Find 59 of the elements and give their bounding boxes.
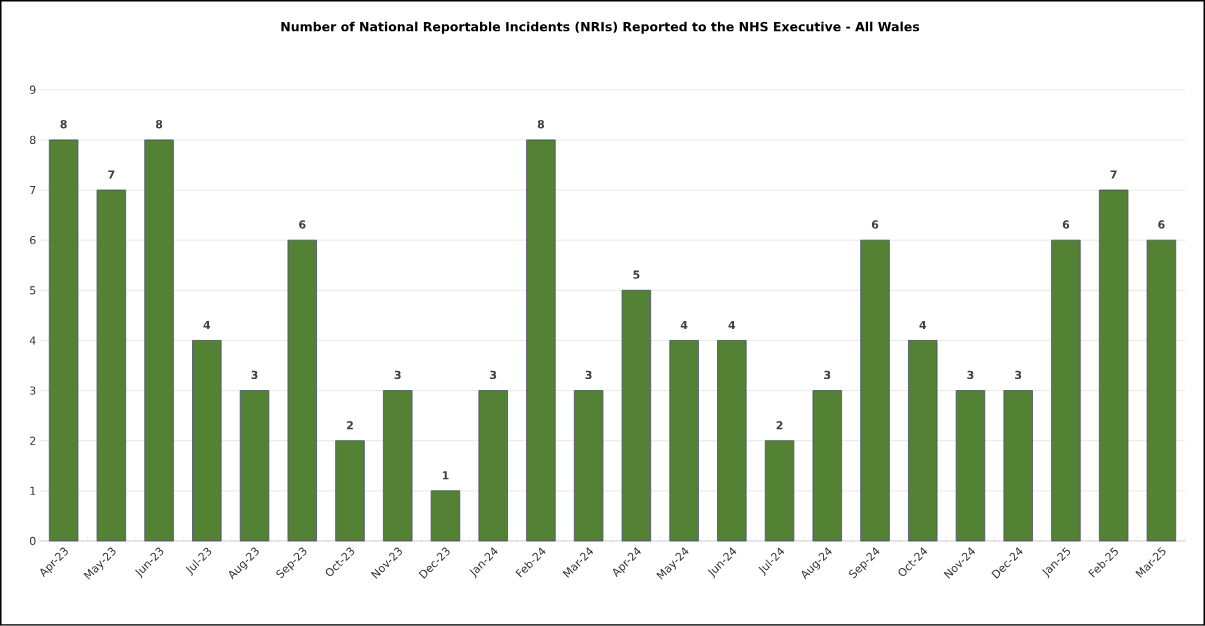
y-tick-label: 2 <box>30 436 36 445</box>
bar <box>764 440 795 542</box>
y-tick-label: 1 <box>30 486 36 495</box>
data-label: 1 <box>442 471 449 480</box>
data-label: 2 <box>347 421 353 430</box>
y-tick-label: 3 <box>30 386 36 395</box>
bar <box>144 139 174 542</box>
y-tick-label: 5 <box>30 286 36 295</box>
y-tick-label: 0 <box>29 536 36 546</box>
data-label: 3 <box>490 370 497 380</box>
data-label: 8 <box>155 120 163 129</box>
bar <box>573 390 604 542</box>
bar <box>96 189 127 542</box>
chart-title: Number of National Reportable Incidents (NRIs) Reported to the NHS Executive - All Wales <box>281 21 920 34</box>
data-label: 3 <box>394 370 401 380</box>
y-tick-label: 7 <box>30 186 36 195</box>
bar <box>335 440 365 542</box>
bar <box>860 239 890 542</box>
data-label: 5 <box>633 270 640 279</box>
y-tick-label: 9 <box>29 85 36 95</box>
data-label: 3 <box>585 370 592 380</box>
bar <box>908 340 938 542</box>
y-tick-label: 8 <box>30 135 36 145</box>
y-tick-label: 6 <box>30 236 36 245</box>
bar <box>287 239 317 542</box>
bar <box>1051 239 1081 542</box>
bar <box>239 390 270 542</box>
bar <box>1146 239 1177 542</box>
data-label: 6 <box>299 220 306 229</box>
bar <box>1098 189 1129 542</box>
bar <box>1003 390 1033 542</box>
data-label: 3 <box>1015 370 1022 380</box>
data-label: 3 <box>824 370 831 380</box>
bar <box>383 390 413 542</box>
bar <box>717 340 747 542</box>
bar <box>430 490 461 542</box>
bar <box>669 340 699 542</box>
bar <box>526 139 556 542</box>
data-label: 6 <box>1158 220 1165 229</box>
data-label: 8 <box>60 120 67 129</box>
bar <box>48 139 79 542</box>
data-label: 3 <box>967 370 974 380</box>
bar <box>478 390 508 542</box>
data-label: 4 <box>728 321 736 330</box>
data-label: 7 <box>1110 170 1117 179</box>
data-label: 8 <box>537 120 545 129</box>
data-label: 4 <box>680 321 688 330</box>
bar <box>192 340 222 542</box>
bar <box>621 290 652 542</box>
data-label: 7 <box>108 170 115 179</box>
data-label: 6 <box>871 220 879 229</box>
data-label: 4 <box>203 321 211 330</box>
bar <box>812 390 842 542</box>
data-label: 2 <box>776 421 783 430</box>
y-tick-label: 4 <box>29 336 36 345</box>
data-label: 3 <box>251 370 258 380</box>
bar <box>955 390 986 542</box>
data-label: 6 <box>1062 220 1070 229</box>
data-label: 4 <box>919 321 927 330</box>
